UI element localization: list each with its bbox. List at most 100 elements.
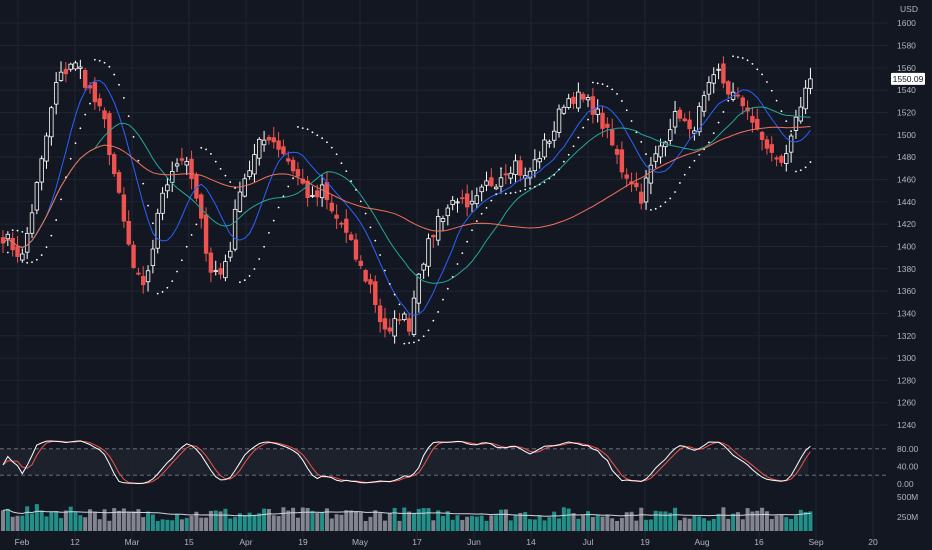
volume-bar: [218, 511, 223, 531]
candle: [518, 155, 523, 182]
candle: [585, 94, 591, 108]
sar-dot: [393, 293, 396, 296]
candle-body: [808, 78, 813, 89]
volume-bar: [682, 517, 687, 531]
time-axis-label: 20: [868, 537, 878, 547]
candle: [687, 110, 692, 139]
sar-dot: [485, 207, 488, 209]
candle-body: [653, 153, 658, 162]
volume-bar: [223, 508, 228, 531]
volume-bar: [54, 511, 59, 531]
candle-body: [576, 91, 581, 109]
sar-dot: [732, 55, 734, 58]
price-pane[interactable]: [0, 56, 813, 344]
sar-dot: [272, 219, 275, 222]
candle-body: [97, 98, 102, 107]
sar-dot: [190, 233, 193, 236]
sar-dot: [533, 185, 536, 188]
candle: [711, 67, 716, 94]
volume-bar: [731, 513, 736, 531]
candle-body: [5, 233, 11, 239]
candle-body: [15, 246, 20, 257]
stochastic-tick-label: 40.00: [897, 461, 919, 471]
candle-body: [281, 146, 286, 155]
candle: [29, 204, 35, 239]
candle-body: [266, 136, 272, 141]
candle-body: [179, 158, 185, 161]
sar-dot: [21, 231, 24, 233]
volume-bar: [789, 518, 794, 531]
volume-bar: [677, 520, 682, 531]
sar-dot: [180, 259, 183, 262]
candle-body: [750, 116, 755, 123]
volume-bar: [349, 510, 354, 531]
sar-dot: [746, 59, 749, 62]
price-tick-label: 1560: [897, 63, 916, 73]
volume-bar: [25, 506, 30, 531]
sar-dot: [176, 270, 178, 273]
price-tick-label: 1380: [897, 264, 916, 274]
candle-body: [112, 154, 117, 175]
candle: [387, 318, 392, 334]
candle: [310, 186, 315, 198]
candle: [643, 169, 649, 210]
sar-dot: [132, 136, 135, 138]
candle: [295, 162, 301, 186]
volume-bar: [315, 513, 320, 531]
candle-body: [73, 62, 78, 70]
candle-body: [503, 173, 509, 176]
sar-dot: [582, 126, 585, 129]
sar-dot: [64, 176, 67, 179]
sar-dot: [446, 287, 449, 290]
candle: [228, 241, 233, 262]
candle-body: [610, 129, 615, 146]
candle-body: [348, 234, 354, 240]
candle-body: [286, 158, 291, 162]
parabolic-sar: [6, 55, 812, 345]
volume-bar: [581, 515, 586, 531]
candle-body: [121, 194, 127, 222]
time-axis-label: 12: [70, 537, 80, 547]
sar-dot: [737, 56, 739, 59]
volume-bar: [44, 516, 49, 531]
price-tick-label: 1580: [897, 40, 916, 50]
volume-bar: [117, 510, 122, 531]
candle: [116, 169, 122, 195]
volume-bar: [479, 515, 484, 531]
sar-dot: [239, 281, 241, 284]
candle: [668, 118, 673, 145]
candle-body: [68, 63, 73, 70]
volume-bar: [407, 511, 412, 531]
sar-dot: [74, 142, 77, 145]
candle: [445, 204, 451, 226]
volume-bar: [20, 515, 25, 531]
candle-body: [498, 177, 504, 187]
candle: [315, 184, 320, 207]
candle-body: [634, 182, 639, 188]
sar-dot: [200, 146, 203, 149]
sar-dot: [688, 166, 691, 169]
candle: [218, 263, 223, 280]
candle-body: [755, 118, 760, 130]
sar-dot: [795, 170, 797, 173]
stochastic-pane[interactable]: [2, 440, 811, 485]
candle-body: [677, 109, 683, 119]
candle-body: [658, 145, 663, 158]
volume-bar: [131, 511, 136, 531]
volume-pane[interactable]: [1, 504, 813, 531]
volume-bar: [465, 516, 470, 531]
sar-dot: [461, 252, 464, 254]
candle-body: [648, 164, 654, 184]
candle-body: [58, 71, 64, 81]
candle-body: [402, 313, 407, 320]
volume-bar: [121, 508, 126, 531]
volume-bar: [455, 515, 460, 531]
sar-dot: [229, 181, 232, 183]
volume-bar: [15, 515, 20, 531]
candle: [726, 79, 731, 99]
sar-dot: [321, 137, 324, 140]
sar-dot: [384, 269, 386, 272]
candle: [286, 151, 291, 165]
volume-bar: [107, 520, 112, 531]
